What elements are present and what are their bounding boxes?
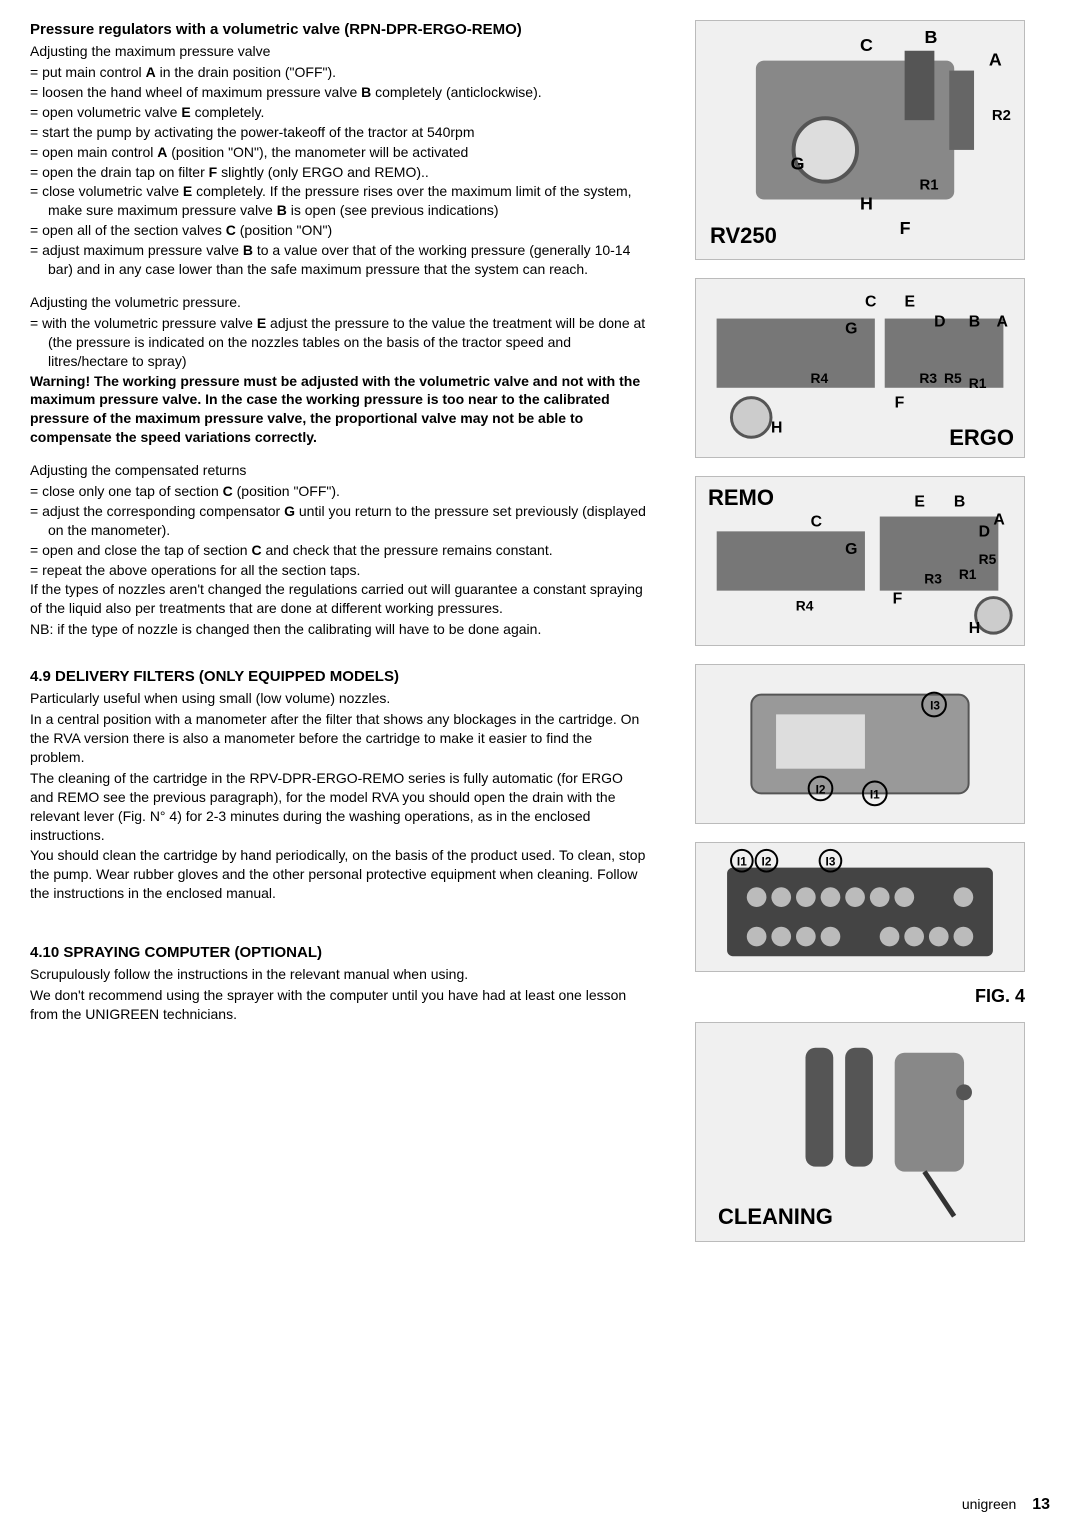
svg-text:G: G xyxy=(791,154,805,174)
adj-comp-step: = open and close the tap of section C an… xyxy=(30,541,650,560)
svg-text:H: H xyxy=(969,620,980,637)
adj-comp-nb: NB: if the type of nozzle is changed the… xyxy=(30,620,650,639)
svg-text:R1: R1 xyxy=(920,178,939,194)
svg-text:A: A xyxy=(989,50,1002,70)
svg-text:D: D xyxy=(934,313,945,330)
sec-49-p: Particularly useful when using small (lo… xyxy=(30,689,650,708)
svg-text:I3: I3 xyxy=(930,698,940,712)
svg-text:H: H xyxy=(860,193,873,213)
adj-max-step: = open main control A (position "ON"), t… xyxy=(30,143,650,162)
figure-column: C B A R2 G H R1 F RV250 C E G D B xyxy=(670,20,1050,1242)
sec-410-heading: 4.10 SPRAYING COMPUTER (OPTIONAL) xyxy=(30,943,650,963)
svg-text:R4: R4 xyxy=(796,597,814,613)
svg-text:B: B xyxy=(924,27,937,47)
figure-label: ERGO xyxy=(949,423,1014,453)
sec-49-heading: 4.9 DELIVERY FILTERS (ONLY EQUIPPED MODE… xyxy=(30,667,650,687)
adj-max-heading: Adjusting the maximum pressure valve xyxy=(30,42,650,61)
sec-410-p: Scrupulously follow the instructions in … xyxy=(30,965,650,984)
adj-max-step: = open the drain tap on filter F slightl… xyxy=(30,163,650,182)
adj-comp-heading: Adjusting the compensated returns xyxy=(30,461,650,480)
svg-text:I1: I1 xyxy=(737,855,747,869)
svg-text:C: C xyxy=(811,513,822,530)
footer-brand: unigreen xyxy=(962,1496,1017,1512)
adj-max-step: = open volumetric valve E completely. xyxy=(30,103,650,122)
svg-text:I2: I2 xyxy=(816,782,826,796)
text-column: Pressure regulators with a volumetric va… xyxy=(30,20,650,1242)
svg-text:R3: R3 xyxy=(924,571,942,587)
svg-text:A: A xyxy=(996,313,1007,330)
svg-text:G: G xyxy=(845,320,857,337)
figure-ergo: C E G D B A R4 R3 R5 R1 F H ERGO xyxy=(695,278,1025,458)
adj-max-step: = adjust maximum pressure valve B to a v… xyxy=(30,241,650,279)
svg-text:R5: R5 xyxy=(944,370,962,386)
figure-cleaning: CLEANING xyxy=(695,1022,1025,1242)
page-footer: unigreen 13 xyxy=(962,1494,1050,1516)
svg-text:R4: R4 xyxy=(811,370,829,386)
sec-49-p: The cleaning of the cartridge in the RPV… xyxy=(30,769,650,845)
svg-text:G: G xyxy=(845,541,857,558)
svg-text:E: E xyxy=(914,494,925,511)
adj-vol-heading: Adjusting the volumetric pressure. xyxy=(30,293,650,312)
adj-max-step: = put main control A in the drain positi… xyxy=(30,63,650,82)
svg-text:D: D xyxy=(979,523,990,540)
svg-text:R1: R1 xyxy=(969,375,987,391)
figure-control-panel-1: I3 I2 I1 xyxy=(695,664,1025,824)
adj-max-step: = close volumetric valve E completely. I… xyxy=(30,182,650,220)
figure-rv250: C B A R2 G H R1 F RV250 xyxy=(695,20,1025,260)
svg-text:I2: I2 xyxy=(762,855,772,869)
adj-max-step: = open all of the section valves C (posi… xyxy=(30,221,650,240)
main-title: Pressure regulators with a volumetric va… xyxy=(30,20,650,40)
adj-vol-step: = with the volumetric pressure valve E a… xyxy=(30,314,650,371)
svg-text:F: F xyxy=(893,590,903,607)
sec-49-p: In a central position with a manometer a… xyxy=(30,710,650,767)
svg-text:B: B xyxy=(969,313,980,330)
fig4-caption: FIG. 4 xyxy=(695,984,1025,1008)
sec-410-p: We don't recommend using the sprayer wit… xyxy=(30,986,650,1024)
sec-49-p: You should clean the cartridge by hand p… xyxy=(30,846,650,903)
svg-text:C: C xyxy=(865,294,876,311)
adj-comp-step: = repeat the above operations for all th… xyxy=(30,561,650,580)
svg-text:F: F xyxy=(895,395,905,412)
figure-remo: C E B A D G R3 R1 R5 R4 F H REMO xyxy=(695,476,1025,646)
svg-text:C: C xyxy=(860,35,873,55)
svg-text:F: F xyxy=(900,218,911,238)
adj-comp-step: = close only one tap of section C (posit… xyxy=(30,482,650,501)
adj-comp-step: = adjust the corresponding compensator G… xyxy=(30,502,650,540)
svg-text:I3: I3 xyxy=(826,855,836,869)
figure-label: CLEANING xyxy=(718,1202,833,1232)
svg-text:H: H xyxy=(771,419,782,436)
warning-text: Warning! The working pressure must be ad… xyxy=(30,372,650,448)
adj-comp-tail: If the types of nozzles aren't changed t… xyxy=(30,580,650,618)
svg-text:I1: I1 xyxy=(870,787,880,801)
svg-text:R3: R3 xyxy=(919,370,937,386)
svg-text:E: E xyxy=(905,294,916,311)
svg-text:A: A xyxy=(993,511,1004,528)
figure-label: RV250 xyxy=(710,221,777,251)
svg-text:B: B xyxy=(954,494,965,511)
footer-page-number: 13 xyxy=(1032,1496,1050,1513)
svg-text:R1: R1 xyxy=(959,566,977,582)
svg-text:R2: R2 xyxy=(992,108,1011,124)
adj-max-step: = loosen the hand wheel of maximum press… xyxy=(30,83,650,102)
svg-text:R5: R5 xyxy=(979,551,997,567)
adj-max-step: = start the pump by activating the power… xyxy=(30,123,650,142)
figure-label: REMO xyxy=(708,483,774,513)
figure-control-panel-2: I1 I2 I3 xyxy=(695,842,1025,972)
